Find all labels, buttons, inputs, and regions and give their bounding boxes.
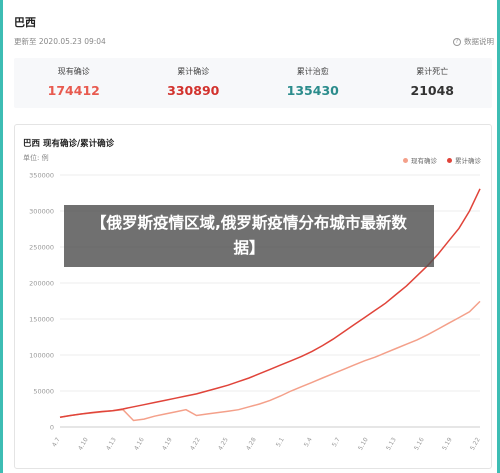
stat-label: 累计治愈 [296, 67, 329, 76]
x-tick-label: 5.19 [441, 436, 454, 451]
overlay-banner: 【俄罗斯疫情区域,俄罗斯疫情分布城市最新数据】 [64, 205, 434, 267]
y-tick-label: 100000 [29, 352, 54, 360]
chart-unit: 单位: 例 [23, 154, 49, 162]
chart-legend: 现有确诊 累计确诊 [403, 155, 481, 165]
x-tick-label: 4.19 [161, 436, 174, 451]
x-tick-label: 4.16 [133, 436, 146, 451]
legend-label: 现有确诊 [411, 157, 437, 165]
x-tick-label: 4.22 [189, 436, 202, 451]
stats-panel: 现有确诊 174412 累计确诊 330890 累计治愈 135430 累计死亡… [14, 58, 492, 108]
legend-item-total[interactable]: 累计确诊 [447, 155, 481, 165]
x-tick-label: 5.1 [275, 436, 286, 448]
page-title: 巴西 [14, 16, 36, 29]
stat-total-recovered: 累计治愈 135430 [253, 58, 373, 108]
x-tick-label: 4.7 [51, 436, 62, 448]
right-edge-strip [497, 0, 500, 473]
question-icon: ? [453, 37, 461, 46]
stat-label: 累计死亡 [416, 67, 449, 76]
page-header: 巴西 更新至 2020.05.23 09:04 ? 数据说明 [14, 14, 494, 54]
data-explanation-label: 数据说明 [464, 37, 494, 46]
stat-value: 330890 [167, 83, 220, 98]
stat-total-deaths: 累计死亡 21048 [373, 58, 493, 108]
stat-label: 累计确诊 [177, 67, 210, 76]
stat-value: 135430 [286, 83, 339, 98]
chart-title: 巴西 现有确诊/累计确诊 [23, 139, 115, 149]
series-line [59, 300, 481, 422]
legend-dot [403, 157, 408, 163]
y-tick-label: 50000 [33, 388, 54, 396]
x-tick-label: 4.28 [245, 436, 258, 451]
line-chart: 0 50000 100000 150000 200000 250000 300000 3500… [29, 172, 482, 452]
x-tick-label: 4.13 [105, 436, 118, 451]
x-tick-label: 5.4 [303, 436, 314, 448]
chart-card: 巴西 现有确诊/累计确诊 单位: 例 现有确诊 累计确诊 0 50000 10000… [14, 124, 492, 469]
y-tick-label: 200000 [29, 280, 54, 288]
y-tick-label: 0 [50, 424, 54, 432]
legend-label: 累计确诊 [455, 157, 481, 165]
x-tick-label: 5.7 [331, 436, 342, 448]
left-edge-strip [0, 0, 3, 473]
stat-value: 174412 [47, 83, 100, 98]
x-tick-label: 4.10 [77, 436, 90, 451]
legend-item-current[interactable]: 现有确诊 [403, 155, 437, 165]
update-time: 更新至 2020.05.23 09:04 [14, 37, 106, 46]
series-line [59, 188, 481, 419]
y-tick-label: 150000 [29, 316, 54, 324]
stat-label: 现有确诊 [57, 67, 90, 76]
legend-dot [447, 157, 452, 163]
stat-value: 21048 [410, 83, 455, 98]
x-tick-label: 5.22 [469, 436, 482, 451]
data-explanation-link[interactable]: ? 数据说明 [453, 36, 494, 47]
stat-total-confirmed: 累计确诊 330890 [134, 58, 254, 108]
x-tick-label: 5.16 [413, 436, 426, 451]
x-tick-label: 5.13 [385, 436, 398, 451]
y-tick-label: 300000 [29, 208, 54, 216]
x-tick-label: 5.10 [357, 436, 370, 451]
y-tick-label: 350000 [29, 172, 54, 180]
y-tick-label: 250000 [29, 244, 54, 252]
x-tick-label: 4.25 [217, 436, 230, 451]
stat-current-confirmed: 现有确诊 174412 [14, 58, 134, 108]
